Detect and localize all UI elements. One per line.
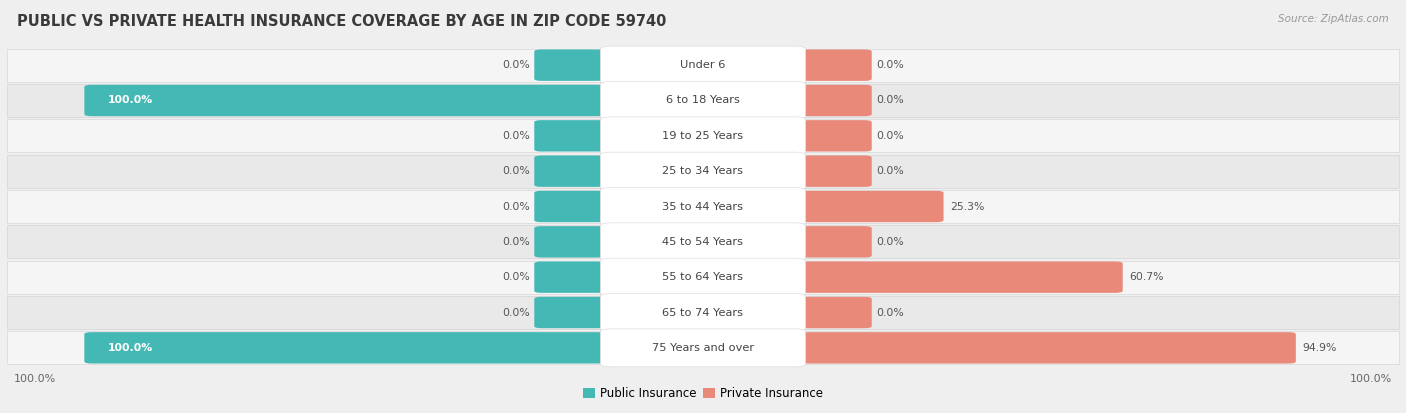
FancyBboxPatch shape <box>600 81 806 119</box>
Text: 35 to 44 Years: 35 to 44 Years <box>662 202 744 211</box>
Text: 0.0%: 0.0% <box>502 166 530 176</box>
FancyBboxPatch shape <box>600 258 806 296</box>
FancyBboxPatch shape <box>84 332 605 363</box>
Text: 65 to 74 Years: 65 to 74 Years <box>662 308 744 318</box>
Text: 0.0%: 0.0% <box>502 60 530 70</box>
FancyBboxPatch shape <box>801 50 872 81</box>
Text: 45 to 54 Years: 45 to 54 Years <box>662 237 744 247</box>
Text: 0.0%: 0.0% <box>502 308 530 318</box>
FancyBboxPatch shape <box>801 155 872 187</box>
FancyBboxPatch shape <box>534 297 605 328</box>
Text: Source: ZipAtlas.com: Source: ZipAtlas.com <box>1278 14 1389 24</box>
Bar <box>7 225 1399 258</box>
Text: 25 to 34 Years: 25 to 34 Years <box>662 166 744 176</box>
Text: 100.0%: 100.0% <box>108 95 153 105</box>
FancyBboxPatch shape <box>534 50 605 81</box>
Text: 100.0%: 100.0% <box>1350 374 1392 384</box>
FancyBboxPatch shape <box>534 226 605 258</box>
FancyBboxPatch shape <box>600 117 806 155</box>
Text: 25.3%: 25.3% <box>950 202 986 211</box>
Text: 0.0%: 0.0% <box>876 95 904 105</box>
FancyBboxPatch shape <box>534 191 605 222</box>
Text: 60.7%: 60.7% <box>1130 272 1164 282</box>
FancyBboxPatch shape <box>534 155 605 187</box>
Text: 0.0%: 0.0% <box>502 202 530 211</box>
Bar <box>7 261 1399 294</box>
Legend: Public Insurance, Private Insurance: Public Insurance, Private Insurance <box>578 382 828 405</box>
FancyBboxPatch shape <box>600 329 806 367</box>
FancyBboxPatch shape <box>801 85 872 116</box>
Bar <box>7 119 1399 152</box>
FancyBboxPatch shape <box>534 261 605 293</box>
Bar <box>7 155 1399 188</box>
FancyBboxPatch shape <box>600 294 806 332</box>
Bar <box>7 49 1399 82</box>
Text: 19 to 25 Years: 19 to 25 Years <box>662 131 744 141</box>
Text: 6 to 18 Years: 6 to 18 Years <box>666 95 740 105</box>
Text: 100.0%: 100.0% <box>108 343 153 353</box>
Bar <box>7 84 1399 117</box>
FancyBboxPatch shape <box>600 188 806 225</box>
FancyBboxPatch shape <box>801 332 1296 363</box>
Text: 55 to 64 Years: 55 to 64 Years <box>662 272 744 282</box>
FancyBboxPatch shape <box>801 191 943 222</box>
Text: 0.0%: 0.0% <box>876 308 904 318</box>
Text: Under 6: Under 6 <box>681 60 725 70</box>
FancyBboxPatch shape <box>801 226 872 258</box>
Text: 0.0%: 0.0% <box>502 237 530 247</box>
FancyBboxPatch shape <box>801 261 1123 293</box>
Text: 0.0%: 0.0% <box>876 131 904 141</box>
Text: 0.0%: 0.0% <box>502 131 530 141</box>
FancyBboxPatch shape <box>600 223 806 261</box>
FancyBboxPatch shape <box>801 297 872 328</box>
Text: 75 Years and over: 75 Years and over <box>652 343 754 353</box>
Text: 0.0%: 0.0% <box>876 237 904 247</box>
Text: 0.0%: 0.0% <box>502 272 530 282</box>
FancyBboxPatch shape <box>600 46 806 84</box>
Text: PUBLIC VS PRIVATE HEALTH INSURANCE COVERAGE BY AGE IN ZIP CODE 59740: PUBLIC VS PRIVATE HEALTH INSURANCE COVER… <box>17 14 666 29</box>
Bar <box>7 331 1399 364</box>
Bar <box>7 190 1399 223</box>
Text: 0.0%: 0.0% <box>876 60 904 70</box>
FancyBboxPatch shape <box>600 152 806 190</box>
Text: 94.9%: 94.9% <box>1303 343 1337 353</box>
Bar <box>7 296 1399 329</box>
FancyBboxPatch shape <box>84 85 605 116</box>
FancyBboxPatch shape <box>801 120 872 152</box>
Text: 0.0%: 0.0% <box>876 166 904 176</box>
Text: 100.0%: 100.0% <box>14 374 56 384</box>
FancyBboxPatch shape <box>534 120 605 152</box>
